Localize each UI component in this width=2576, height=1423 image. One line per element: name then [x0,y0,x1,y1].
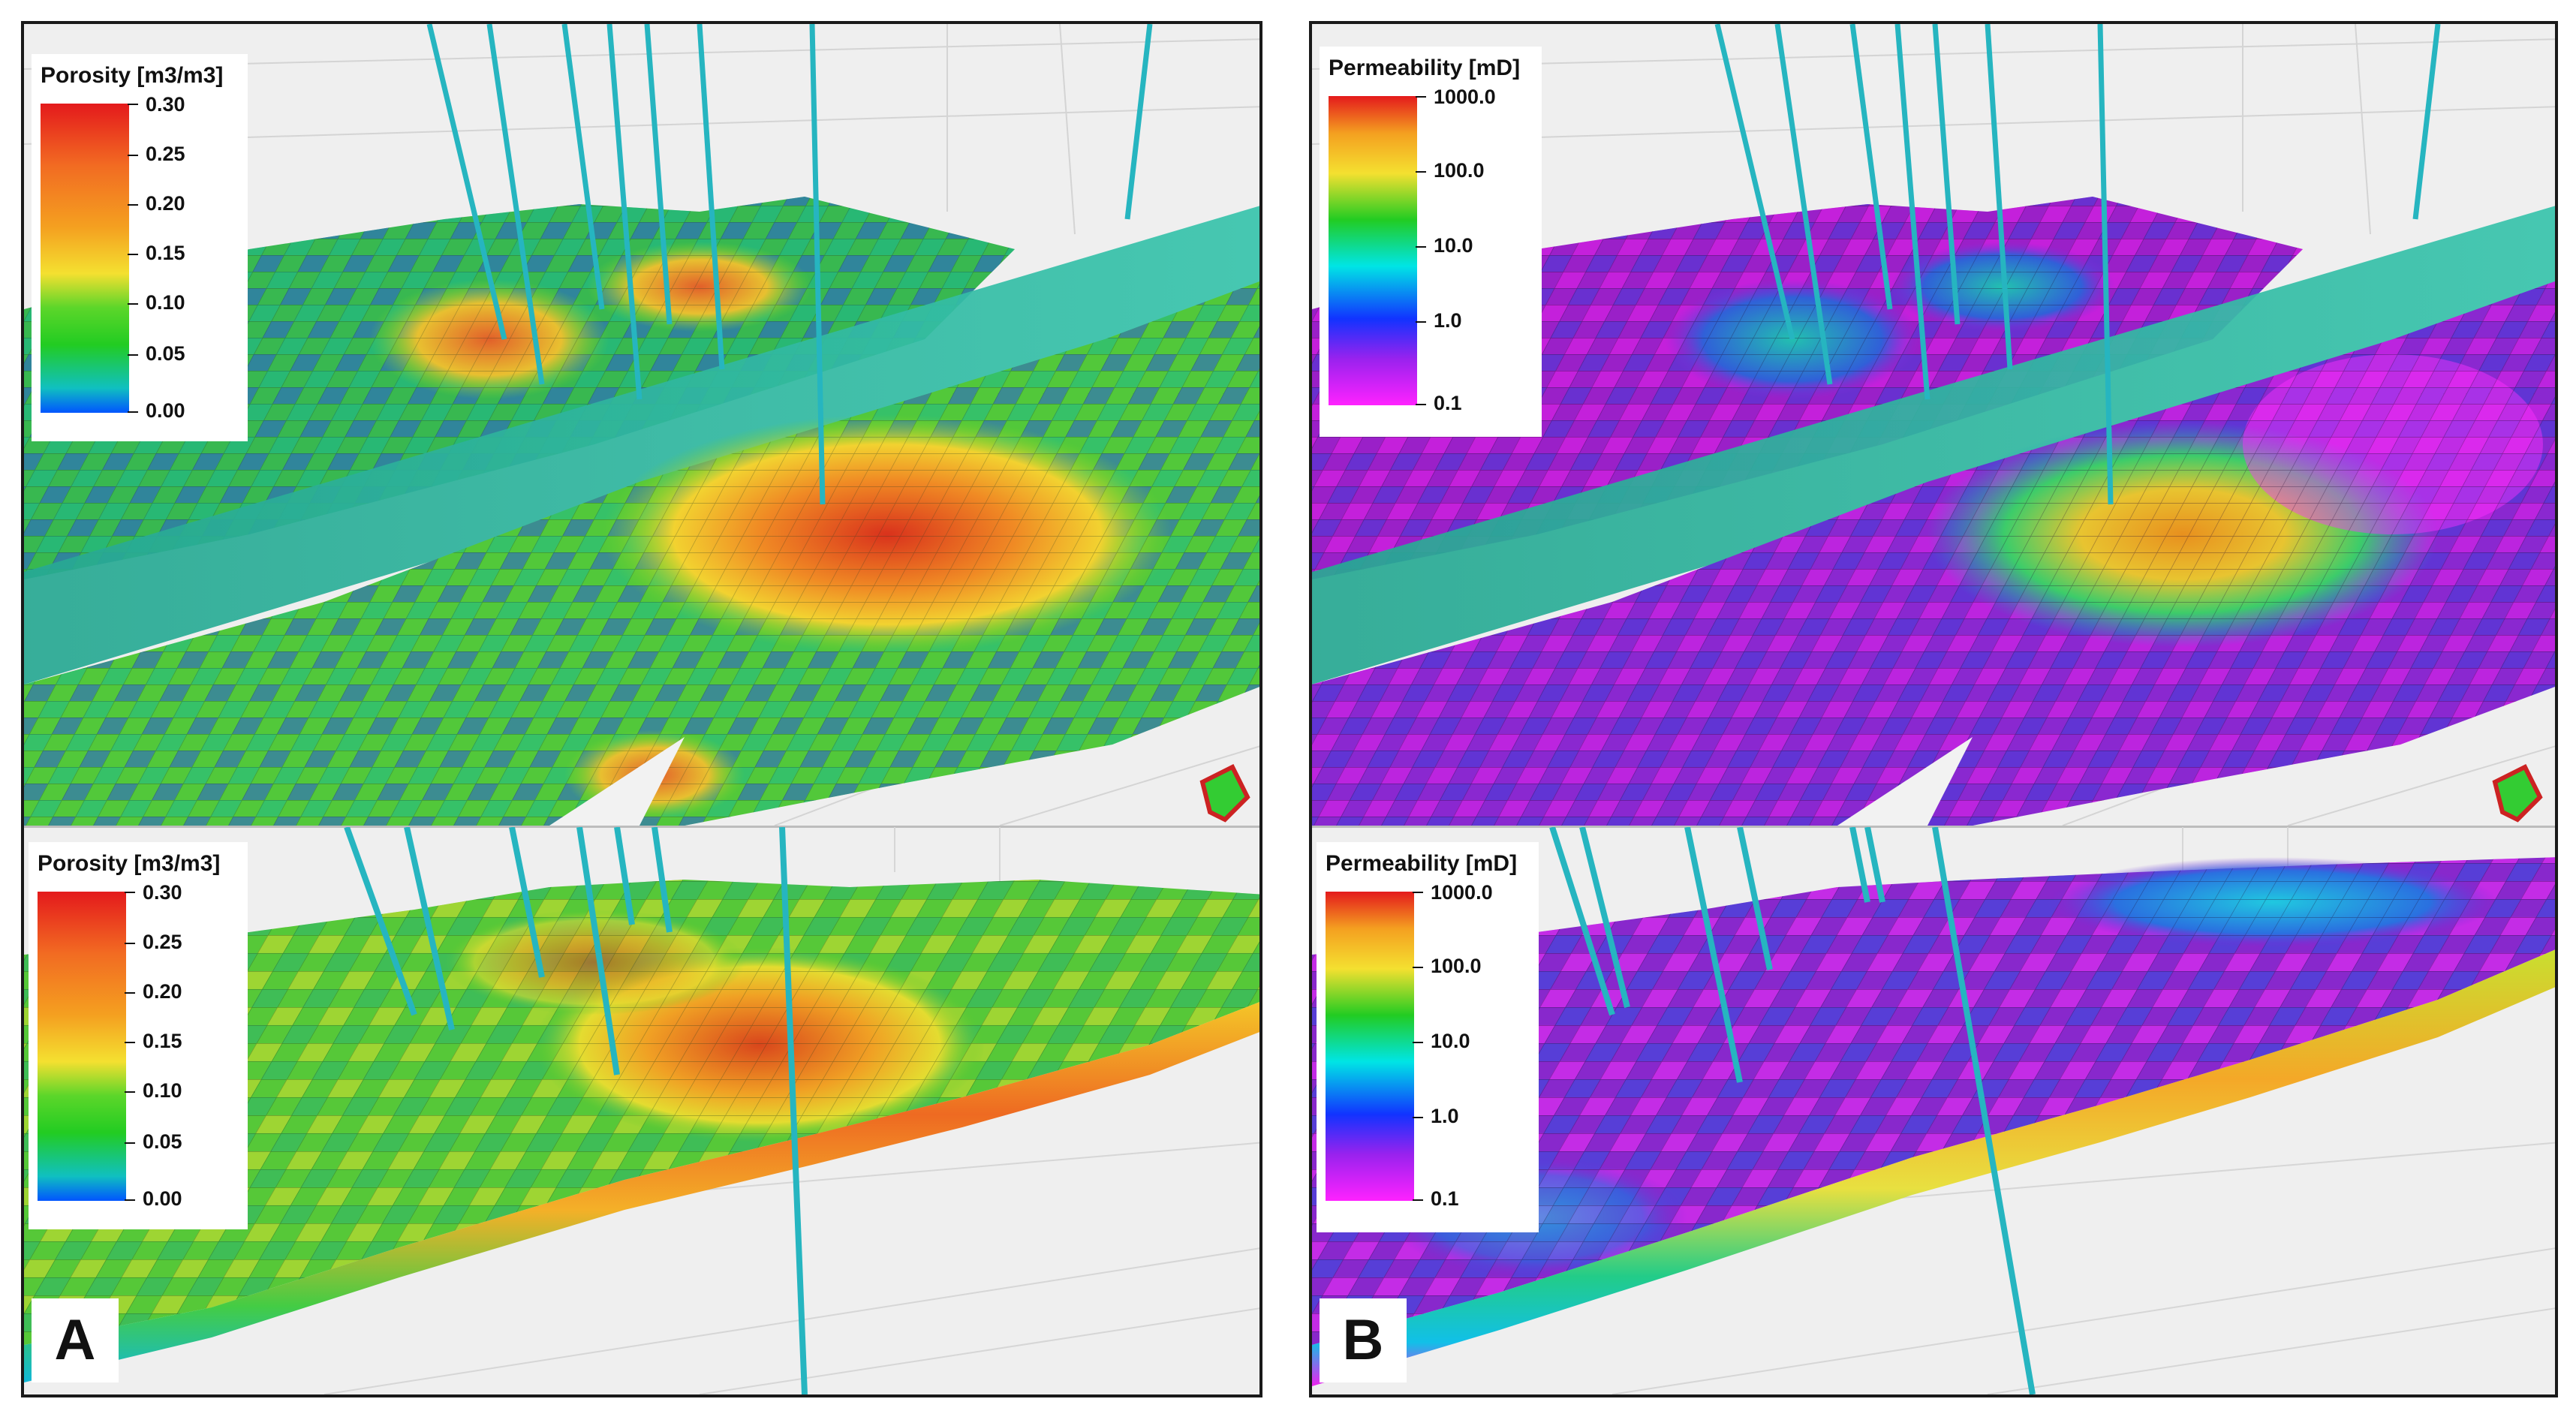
permeability-section-render [1312,827,2555,1394]
tick-label: 1000.0 [1434,86,1496,108]
permeability-colorbar [1329,96,1417,405]
porosity-3d-view-top: Porosity [m3/m3] 0.30 0.25 0.20 0.15 0.1… [24,24,1259,826]
permeability-3d-view-bottom: Permeability [mD] 1000.0 100.0 10.0 1.0 … [1312,827,2555,1394]
tick-label: 0.1 [1434,392,1462,414]
porosity-legend-top: Porosity [m3/m3] 0.30 0.25 0.20 0.15 0.1… [32,54,248,441]
tick-label: 0.00 [143,1187,182,1210]
tick-label: 0.15 [146,242,185,264]
legend-title: Permeability [mD] [1326,851,1518,876]
tick-label: 10.0 [1434,234,1473,257]
permeability-surface-render [1312,24,2555,826]
tick-label: 0.30 [143,881,182,904]
tick-label: 0.05 [143,1130,182,1153]
legend-title: Permeability [mD] [1329,56,1521,80]
permeability-legend-top: Permeability [mD] 1000.0 100.0 10.0 1.0 … [1320,47,1542,437]
tick-label: 10.0 [1431,1030,1470,1052]
tick-label: 0.00 [146,399,185,422]
panel-label-b: B [1320,1298,1407,1382]
tick-label: 100.0 [1431,955,1482,977]
porosity-section-render [24,827,1259,1394]
tick-label: 1.0 [1434,309,1462,332]
tick-label: 1.0 [1431,1105,1459,1127]
tick-label: 0.20 [143,980,182,1003]
porosity-3d-view-bottom: Porosity [m3/m3] 0.30 0.25 0.20 0.15 0.1… [24,827,1259,1394]
panel-divider [24,826,1259,828]
porosity-colorbar [38,892,126,1201]
legend-title: Porosity [m3/m3] [41,63,224,88]
permeability-3d-view-top: Permeability [mD] 1000.0 100.0 10.0 1.0 … [1312,24,2555,826]
tick-label: 0.25 [146,143,185,165]
tick-label: 0.15 [143,1030,182,1052]
tick-label: 0.30 [146,93,185,116]
permeability-colorbar [1326,892,1414,1201]
tick-label: 0.25 [143,931,182,953]
tick-label: 0.10 [146,291,185,314]
panel-a-frame: Porosity [m3/m3] 0.30 0.25 0.20 0.15 0.1… [21,21,1262,1397]
orientation-arrow-icon [1199,763,1250,823]
tick-label: 100.0 [1434,159,1485,182]
tick-label: 1000.0 [1431,881,1493,904]
porosity-colorbar [41,104,129,413]
tick-label: 0.05 [146,342,185,365]
tick-label: 0.20 [146,192,185,215]
permeability-legend-bottom: Permeability [mD] 1000.0 100.0 10.0 1.0 … [1317,842,1539,1232]
panel-b-frame: Permeability [mD] 1000.0 100.0 10.0 1.0 … [1309,21,2558,1397]
panel-label-a: A [32,1298,119,1382]
tick-label: 0.10 [143,1079,182,1102]
porosity-legend-bottom: Porosity [m3/m3] 0.30 0.25 0.20 0.15 0.1… [29,842,248,1229]
panel-divider [1312,826,2555,828]
porosity-surface-render [24,24,1259,826]
tick-label: 0.1 [1431,1187,1459,1210]
orientation-arrow-icon [2492,763,2543,823]
legend-title: Porosity [m3/m3] [38,851,221,876]
